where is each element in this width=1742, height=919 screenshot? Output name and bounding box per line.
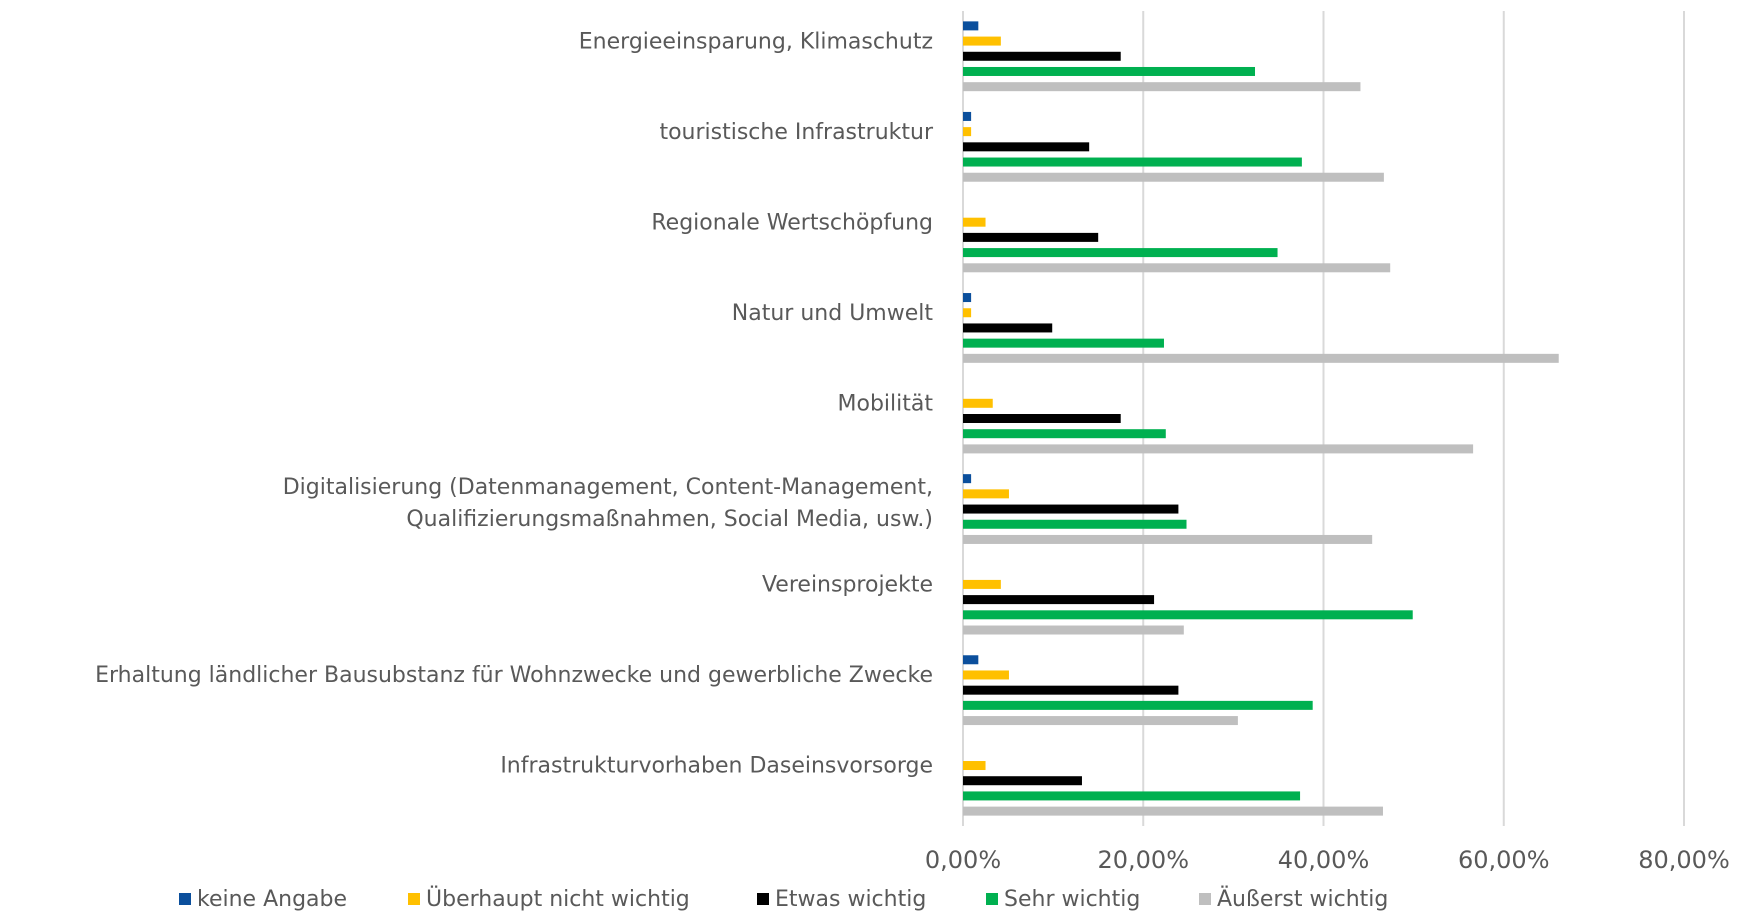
bar: [963, 670, 1009, 680]
legend-label: Etwas wichtig: [775, 887, 926, 912]
bar: [963, 489, 1009, 499]
bar: [963, 534, 1373, 544]
bar: [963, 429, 1166, 439]
y-tick-label: Digitalisierung (Datenmanagement, Conten…: [283, 475, 933, 532]
bar: [963, 323, 1053, 333]
bar: [963, 595, 1155, 605]
x-tick-label: 40,00%: [1278, 846, 1370, 874]
bar: [963, 444, 1474, 454]
bar: [963, 142, 1090, 152]
bar: [963, 414, 1121, 423]
bar: [963, 172, 1384, 182]
bar: [963, 111, 972, 121]
legend-swatch: [757, 893, 769, 905]
bar: [963, 806, 1383, 816]
legend-item: keine Angabe: [179, 887, 347, 912]
bar: [963, 655, 979, 665]
bar: [963, 82, 1361, 92]
y-tick-label: Mobilität: [838, 392, 934, 417]
x-tick-label: 20,00%: [1097, 846, 1189, 874]
y-tick-label: Energieeinsparung, Klimaschutz: [579, 29, 933, 54]
bar: [963, 293, 972, 303]
bar: [963, 398, 993, 408]
bar: [963, 248, 1278, 258]
bar: [963, 761, 986, 771]
bar: [963, 791, 1301, 801]
y-tick-label: Infrastrukturvorhaben Daseinsvorsorge: [500, 754, 933, 779]
bar: [963, 625, 1184, 635]
bar: [963, 519, 1187, 529]
bar: [963, 263, 1391, 273]
bar: [963, 232, 1099, 242]
bar: [963, 776, 1082, 786]
legend-item: Überhaupt nicht wichtig: [408, 886, 690, 912]
legend-label: Sehr wichtig: [1004, 887, 1140, 912]
x-tick-label: 80,00%: [1638, 846, 1730, 874]
legend-label: Äußerst wichtig: [1217, 886, 1388, 912]
bar: [963, 610, 1413, 620]
bar: [963, 579, 1001, 589]
bar: [963, 353, 1559, 363]
y-tick-label: Natur und Umwelt: [732, 301, 934, 326]
bar: [963, 21, 979, 31]
y-tick-label: Regionale Wertschöpfung: [651, 210, 933, 235]
x-tick-label: 60,00%: [1458, 846, 1550, 874]
legend-item: Etwas wichtig: [757, 887, 926, 912]
legend-swatch: [986, 893, 998, 905]
bar: [963, 474, 972, 484]
bar: [963, 308, 972, 318]
bar: [963, 504, 1179, 514]
bar: [963, 217, 986, 227]
y-tick-label: touristische Infrastruktur: [659, 120, 934, 145]
y-tick-label: Vereinsprojekte: [762, 573, 933, 598]
bar: [963, 685, 1179, 695]
x-tick-label: 0,00%: [925, 846, 1001, 874]
legend-swatch: [179, 893, 191, 905]
bar: [963, 36, 1001, 46]
legend-label: Überhaupt nicht wichtig: [426, 886, 690, 912]
bar: [963, 700, 1313, 710]
legend-swatch: [408, 893, 420, 905]
bar: [963, 157, 1302, 167]
bar: [963, 66, 1256, 76]
legend-item: Äußerst wichtig: [1199, 886, 1388, 912]
y-tick-label: Erhaltung ländlicher Bausubstanz für Woh…: [95, 663, 933, 688]
legend-item: Sehr wichtig: [986, 887, 1140, 912]
bar: [963, 51, 1121, 61]
bar: [963, 716, 1238, 726]
legend-swatch: [1199, 893, 1211, 905]
bar: [963, 338, 1164, 348]
bar: [963, 127, 972, 137]
legend-label: keine Angabe: [197, 887, 347, 912]
